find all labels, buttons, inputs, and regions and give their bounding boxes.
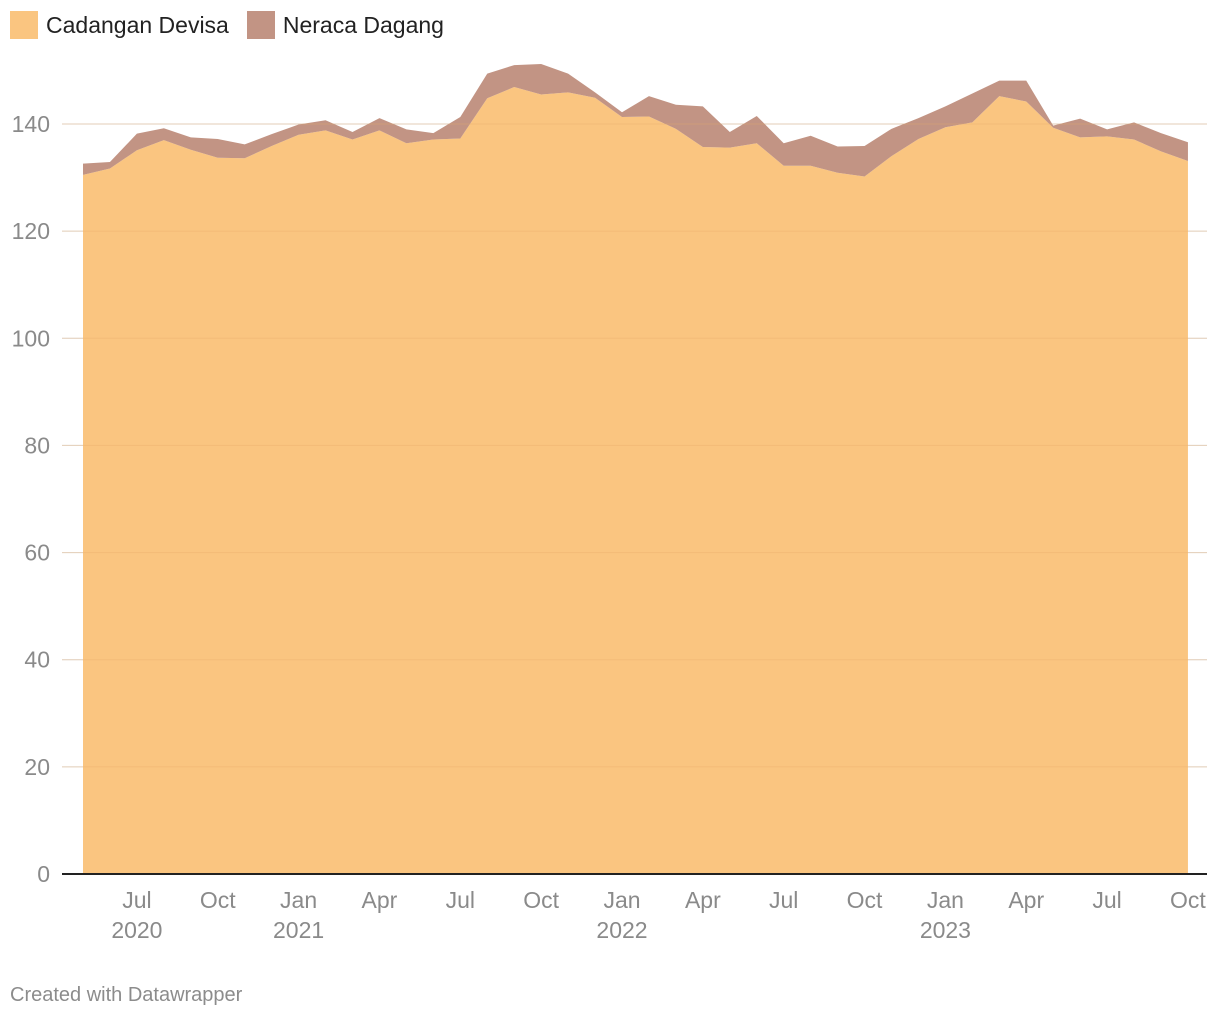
- legend-label-neraca-dagang: Neraca Dagang: [282, 11, 444, 38]
- x-tick-label-2022-04: Apr: [685, 887, 721, 913]
- x-tick-year-2022: 2022: [596, 917, 647, 943]
- x-tick-year-2021: 2021: [273, 917, 324, 943]
- chart-legend: Cadangan Devisa Neraca Dagang: [10, 9, 462, 41]
- gridlines-overlay: [62, 123, 1207, 768]
- legend-swatch-cadangan-devisa: [10, 11, 38, 39]
- footer-credit: Created with Datawrapper: [10, 984, 243, 1006]
- y-tick-label-60: 60: [24, 540, 50, 566]
- x-tick-year-2023: 2023: [920, 917, 971, 943]
- x-tick-label-2023-07: Jul: [1092, 887, 1121, 913]
- y-tick-label-40: 40: [24, 647, 50, 673]
- y-tick-label-120: 120: [12, 218, 50, 244]
- x-tick-label-2021-07: Jul: [446, 887, 475, 913]
- y-tick-label-20: 20: [24, 754, 50, 780]
- y-tick-label-140: 140: [12, 111, 50, 137]
- x-tick-label-2022-10: Oct: [847, 887, 883, 913]
- x-tick-label-2021-04: Apr: [362, 887, 398, 913]
- stacked-area-chart: 0 20 40 60 80 100 120 140 Jul 2020 Oct Jan 2021 Apr Ju…: [12, 64, 1207, 943]
- x-tick-label-2020-07: Jul: [122, 887, 151, 913]
- x-tick-label-2020-10: Oct: [200, 887, 236, 913]
- y-tick-label-100: 100: [12, 325, 50, 351]
- x-tick-label-2021-10: Oct: [523, 887, 559, 913]
- series-area-cadangan-devisa: [83, 87, 1188, 875]
- legend-item-cadangan-devisa: Cadangan Devisa: [10, 11, 229, 39]
- legend-item-neraca-dagang: Neraca Dagang: [246, 11, 444, 39]
- legend-swatch-neraca-dagang: [246, 11, 275, 39]
- y-tick-label-80: 80: [24, 432, 50, 458]
- x-tick-label-2021-01: Jan: [280, 887, 317, 913]
- x-tick-label-2023-04: Apr: [1008, 887, 1044, 913]
- x-tick-year-2020: 2020: [111, 917, 162, 943]
- x-tick-label-2022-01: Jan: [603, 887, 640, 913]
- y-tick-label-0: 0: [37, 861, 50, 887]
- legend-label-cadangan-devisa: Cadangan Devisa: [46, 11, 229, 38]
- x-tick-label-2022-07: Jul: [769, 887, 798, 913]
- x-tick-label-2023-01: Jan: [927, 887, 964, 913]
- series-area-neraca-dagang: [83, 64, 1188, 177]
- x-tick-label-2023-10: Oct: [1170, 887, 1206, 913]
